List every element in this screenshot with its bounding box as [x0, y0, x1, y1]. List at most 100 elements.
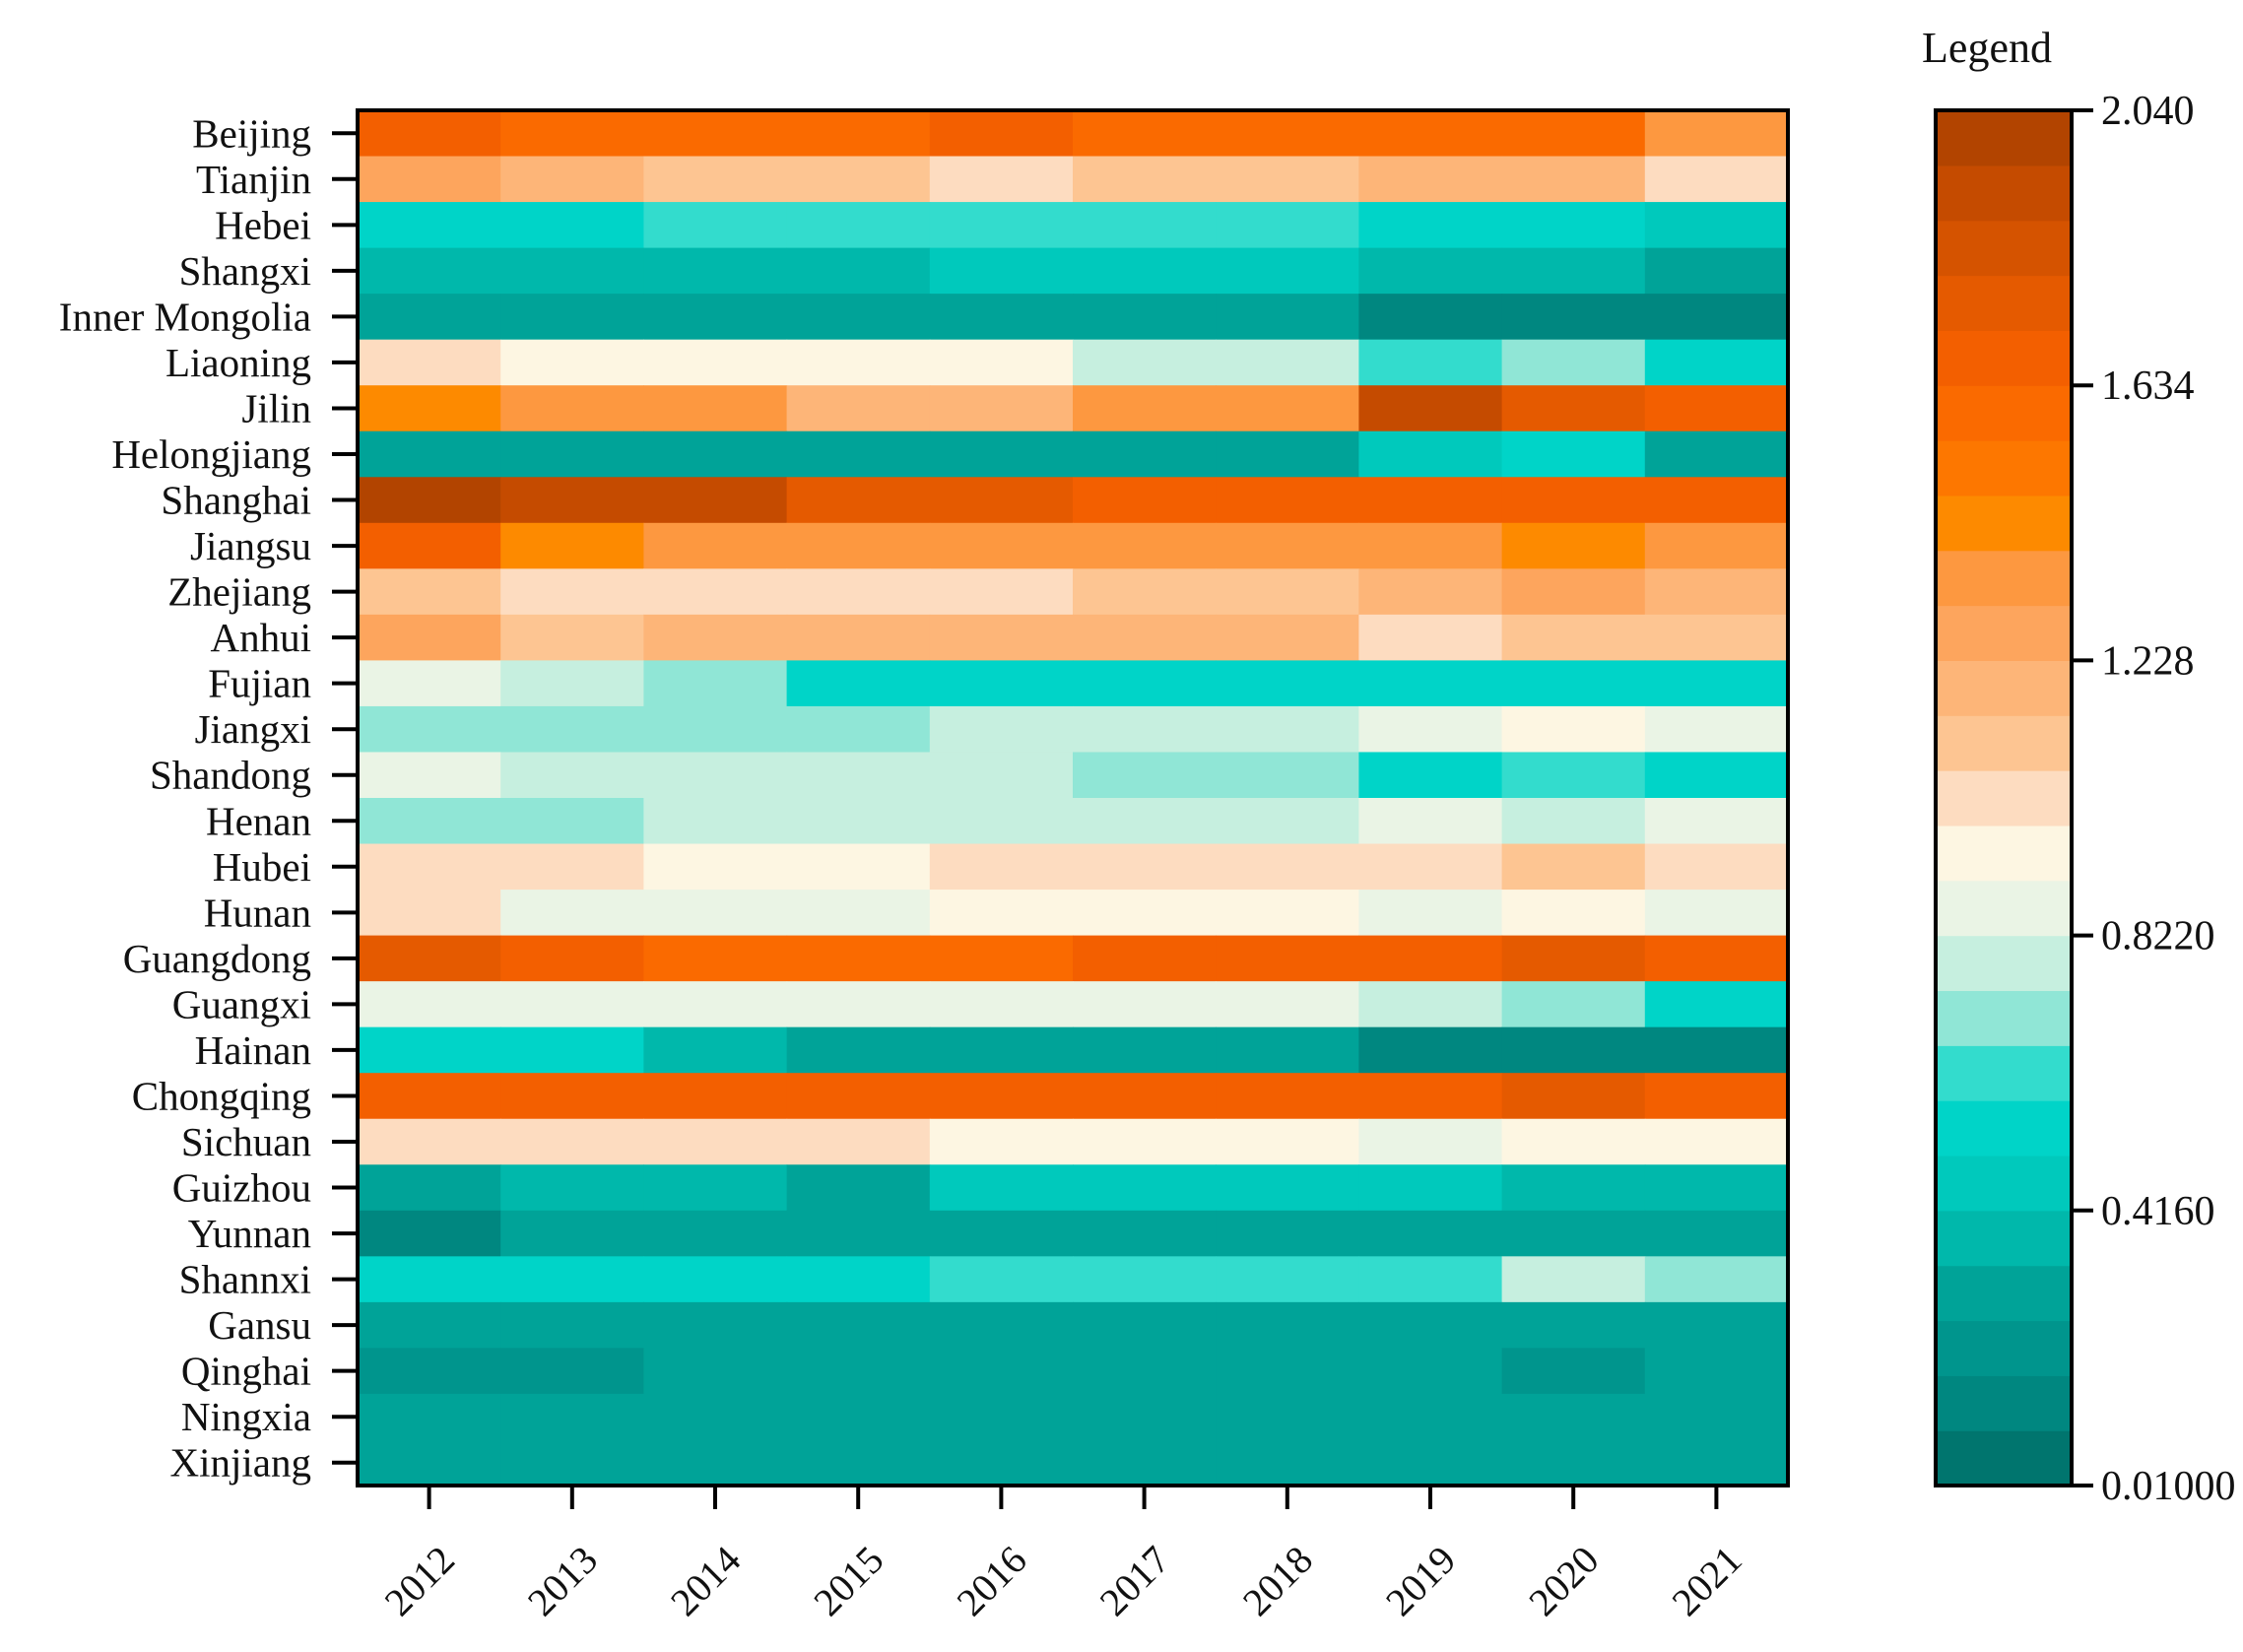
heatmap-cell: [1501, 1393, 1646, 1441]
legend-tick-label: 2.040: [2101, 89, 2195, 134]
heatmap-cell: [929, 247, 1074, 295]
heatmap-cell: [1501, 568, 1646, 616]
heatmap-cell: [358, 1439, 501, 1487]
heatmap-cell: [1644, 294, 1789, 341]
heatmap-cell: [1358, 1164, 1503, 1212]
y-tick-label: Guizhou: [172, 1165, 311, 1211]
heatmap-cell: [1073, 1301, 1217, 1349]
legend-color-band: [1936, 990, 2072, 1046]
heatmap-cell: [1073, 843, 1217, 891]
heatmap-cell: [929, 156, 1074, 203]
heatmap-cell: [358, 247, 501, 295]
heatmap-cell: [1358, 477, 1503, 524]
heatmap-cell: [1073, 614, 1217, 661]
y-tick-label: Jiangxi: [195, 706, 311, 752]
y-tick-label: Jilin: [241, 385, 311, 430]
heatmap-cell: [1216, 981, 1359, 1028]
heatmap-cell: [643, 1348, 788, 1395]
heatmap-cell: [1358, 981, 1503, 1028]
heatmap-cell: [643, 843, 788, 891]
heatmap-cell: [358, 110, 501, 158]
heatmap-cell: [1644, 1348, 1789, 1395]
heatmap-cell: [643, 385, 788, 432]
heatmap-cell: [358, 1393, 501, 1441]
heatmap-cell: [786, 339, 931, 386]
heatmap-cell: [929, 568, 1074, 616]
heatmap-cell: [1501, 1439, 1646, 1487]
heatmap-cell: [1073, 1348, 1217, 1395]
heatmap-cell: [643, 1439, 788, 1487]
heatmap-cell: [643, 1256, 788, 1303]
heatmap-cell: [786, 568, 931, 616]
y-tick-label: Chongqing: [132, 1073, 311, 1118]
heatmap-cell: [643, 798, 788, 845]
heatmap-cell: [1501, 1301, 1646, 1349]
heatmap-cell: [500, 1026, 644, 1074]
heatmap-cell: [500, 156, 644, 203]
heatmap-cell: [1216, 1301, 1359, 1349]
heatmap-cell: [929, 752, 1074, 799]
heatmap-cell: [500, 660, 644, 707]
legend-color-band: [1936, 275, 2072, 331]
heatmap-cell: [358, 1164, 501, 1212]
heatmap-cell: [1216, 339, 1359, 386]
heatmap-cell: [500, 110, 644, 158]
heatmap-cell: [643, 568, 788, 616]
heatmap-cell: [643, 1393, 788, 1441]
heatmap-cell: [358, 202, 501, 249]
y-tick-label: Jiangsu: [190, 523, 311, 568]
x-tick-label: 2021: [1663, 1538, 1749, 1624]
heatmap-cell: [643, 1164, 788, 1212]
heatmap-cell: [1358, 247, 1503, 295]
heatmap-cell: [500, 568, 644, 616]
heatmap-cell: [1501, 522, 1646, 569]
heatmap-cell: [500, 202, 644, 249]
legend-color-band: [1936, 715, 2072, 771]
heatmap-cell: [1358, 385, 1503, 432]
legend-color-band: [1936, 825, 2072, 882]
heatmap-cell: [1073, 202, 1217, 249]
heatmap-cell: [358, 568, 501, 616]
heatmap-cell: [1073, 1393, 1217, 1441]
heatmap-cell: [500, 1393, 644, 1441]
heatmap-cell: [500, 1210, 644, 1257]
heatmap-cell: [1216, 430, 1359, 478]
heatmap-cell: [1216, 614, 1359, 661]
heatmap-cell: [500, 1164, 644, 1212]
heatmap-cell: [1216, 385, 1359, 432]
heatmap-cell: [1644, 430, 1789, 478]
heatmap-cell: [500, 247, 644, 295]
heatmap-cell: [929, 1073, 1074, 1120]
heatmap-cell: [358, 1301, 501, 1349]
heatmap-cell: [786, 1393, 931, 1441]
heatmap-cell: [500, 798, 644, 845]
heatmap-cell: [929, 1118, 1074, 1165]
heatmap-cell: [358, 385, 501, 432]
heatmap-cell: [786, 752, 931, 799]
heatmap-cell: [929, 1393, 1074, 1441]
heatmap-cell: [786, 1073, 931, 1120]
heatmap-cell: [358, 752, 501, 799]
heatmap-cell: [358, 430, 501, 478]
legend-color-band: [1936, 1430, 2072, 1487]
heatmap-cell: [500, 843, 644, 891]
heatmap-cell: [786, 247, 931, 295]
y-tick-label: Hainan: [195, 1027, 311, 1073]
heatmap-cell: [358, 1348, 501, 1395]
heatmap-cell: [1644, 1210, 1789, 1257]
heatmap-cells: [358, 110, 1789, 1487]
y-tick-label: Gansu: [208, 1302, 311, 1348]
heatmap-cell: [1501, 247, 1646, 295]
heatmap-cell: [1216, 247, 1359, 295]
heatmap-cell: [1644, 110, 1789, 158]
heatmap-cell: [643, 890, 788, 937]
heatmap-cell: [1358, 339, 1503, 386]
heatmap-cell: [643, 202, 788, 249]
heatmap-cell: [1501, 110, 1646, 158]
heatmap-cell: [1358, 1073, 1503, 1120]
heatmap-cell: [1073, 294, 1217, 341]
legend-color-band: [1936, 935, 2072, 992]
heatmap-cell: [643, 981, 788, 1028]
heatmap-cell: [1644, 890, 1789, 937]
heatmap-cell: [1358, 110, 1503, 158]
